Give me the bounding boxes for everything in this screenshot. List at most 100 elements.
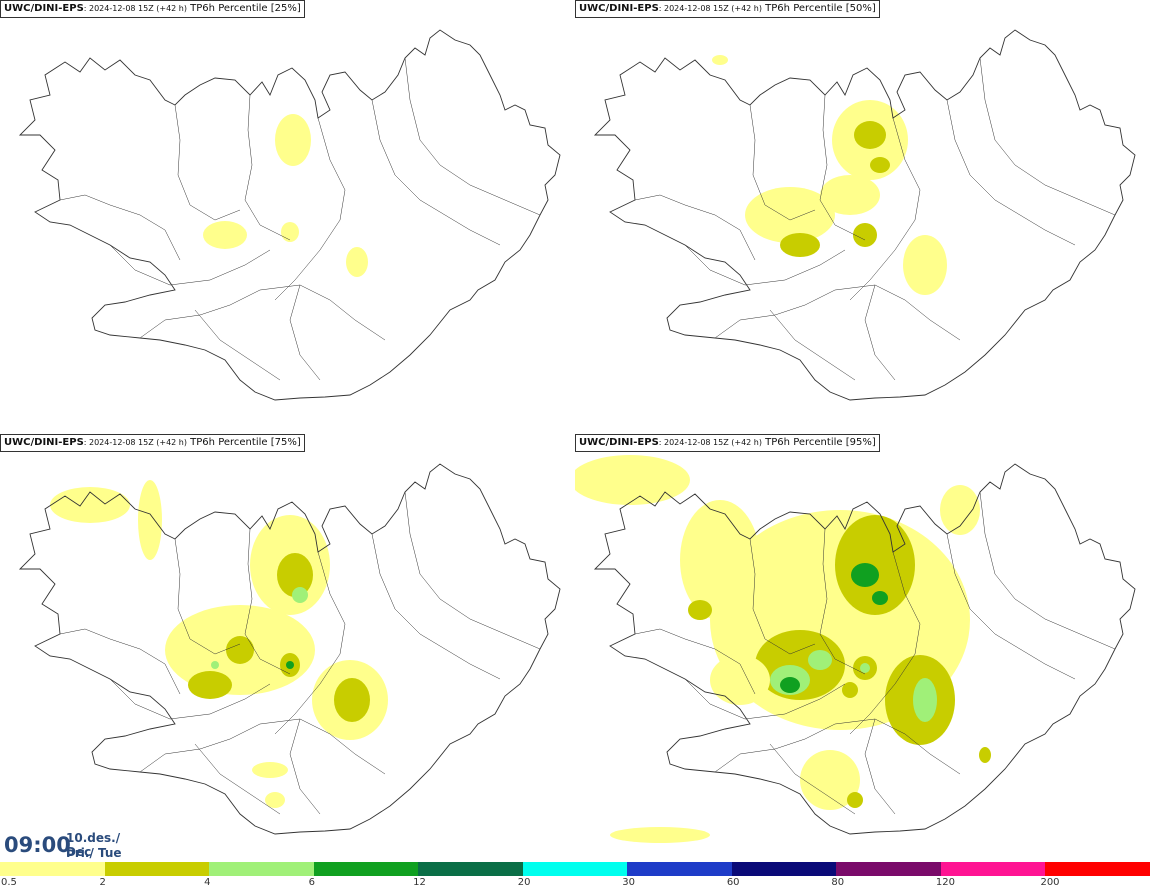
precipitation-field bbox=[50, 480, 388, 808]
boundary-line bbox=[109, 678, 271, 720]
precip-area-medium bbox=[226, 636, 254, 664]
map-canvas bbox=[593, 29, 1136, 401]
precip-area-light bbox=[940, 485, 980, 535]
boundary-line bbox=[819, 94, 866, 241]
run-info: : 2024-12-08 15Z (+42 h) bbox=[658, 4, 762, 13]
map-canvas bbox=[575, 455, 1136, 843]
precip-area-light bbox=[710, 655, 770, 705]
boundary-line bbox=[174, 104, 241, 221]
precip-area-light bbox=[138, 480, 162, 560]
legend-swatch bbox=[313, 862, 419, 876]
map-panel-p95: UWC/DINI-EPS: 2024-12-08 15Z (+42 h) TP6… bbox=[575, 434, 1150, 866]
boundary-line bbox=[244, 528, 291, 675]
precip-area-light bbox=[265, 792, 285, 808]
boundary-line bbox=[769, 309, 856, 381]
boundary-line bbox=[194, 309, 281, 381]
panel-title: UWC/DINI-EPS: 2024-12-08 15Z (+42 h) TP6… bbox=[575, 434, 880, 452]
boundary-line bbox=[714, 718, 961, 775]
panel-title: UWC/DINI-EPS: 2024-12-08 15Z (+42 h) TP6… bbox=[0, 0, 305, 18]
precip-area-light bbox=[203, 221, 247, 249]
boundary-line bbox=[139, 718, 386, 775]
precip-area-light bbox=[712, 55, 728, 65]
legend-tick-label: 60 bbox=[726, 877, 740, 888]
boundary-line bbox=[946, 533, 1076, 680]
legend-swatch bbox=[627, 862, 733, 876]
boundary-line bbox=[59, 628, 181, 695]
precip-area-medium bbox=[854, 121, 886, 149]
model-name: UWC/DINI-EPS bbox=[579, 437, 659, 448]
boundary-line bbox=[109, 244, 271, 286]
precip-area-medium bbox=[853, 223, 877, 247]
product-label: TP6h Percentile [95%] bbox=[765, 437, 876, 448]
valid-date-line2: Þri./ Tue bbox=[66, 846, 122, 860]
iceland-coastline bbox=[18, 29, 561, 401]
boundary-line bbox=[404, 57, 541, 216]
iceland-coastline bbox=[593, 29, 1136, 401]
precip-area-medium bbox=[842, 682, 858, 698]
precip-area-light bbox=[745, 187, 835, 243]
precip-area-medium bbox=[334, 678, 370, 722]
precip-area-light bbox=[680, 500, 760, 620]
precip-area-high bbox=[808, 650, 832, 670]
legend-tick-label: 20 bbox=[517, 877, 531, 888]
run-info: : 2024-12-08 15Z (+42 h) bbox=[658, 438, 762, 447]
boundary-line bbox=[749, 538, 816, 655]
boundary-line bbox=[174, 538, 241, 655]
region-boundaries bbox=[59, 491, 541, 815]
precip-area-high bbox=[860, 663, 870, 673]
legend-swatch bbox=[522, 862, 628, 876]
legend-tick-label: 0.5 bbox=[1, 877, 17, 888]
run-info: : 2024-12-08 15Z (+42 h) bbox=[83, 438, 187, 447]
boundary-line bbox=[139, 284, 386, 341]
precip-area-medium bbox=[277, 553, 313, 597]
legend-swatch bbox=[209, 862, 315, 876]
boundary-line bbox=[289, 284, 321, 381]
iceland-coastline bbox=[593, 463, 1136, 835]
boundary-line bbox=[371, 99, 501, 246]
legend-tick-label: 4 bbox=[204, 877, 211, 888]
precip-area-light bbox=[820, 175, 880, 215]
model-name: UWC/DINI-EPS bbox=[4, 3, 84, 14]
legend-swatch bbox=[731, 862, 837, 876]
precipitation-field bbox=[712, 55, 947, 295]
legend-tick-label: 12 bbox=[413, 877, 426, 888]
precip-area-medium bbox=[979, 747, 991, 763]
valid-time-box: 09:00 10.des./ Dec Þri./ Tue bbox=[0, 826, 140, 862]
model-name: UWC/DINI-EPS bbox=[579, 3, 659, 14]
model-name: UWC/DINI-EPS bbox=[4, 437, 84, 448]
precip-area-medium bbox=[780, 233, 820, 257]
precip-area-medium bbox=[847, 792, 863, 808]
legend-tick-label: 200 bbox=[1040, 877, 1060, 888]
precip-area-top bbox=[286, 661, 294, 669]
boundary-line bbox=[849, 117, 921, 301]
map-panel-p25: UWC/DINI-EPS: 2024-12-08 15Z (+42 h) TP6… bbox=[0, 0, 575, 432]
boundary-line bbox=[714, 284, 961, 341]
legend-tick-label: 30 bbox=[622, 877, 635, 888]
precip-area-top bbox=[872, 591, 888, 605]
map-canvas bbox=[18, 463, 561, 835]
precip-area-medium bbox=[188, 671, 232, 699]
legend-swatch bbox=[940, 862, 1046, 876]
boundary-line bbox=[634, 628, 756, 695]
boundary-line bbox=[946, 99, 1076, 246]
precip-area-light bbox=[800, 750, 860, 810]
boundary-line bbox=[684, 244, 846, 286]
boundary-line bbox=[59, 194, 181, 261]
boundary-line bbox=[194, 743, 281, 815]
product-label: TP6h Percentile [75%] bbox=[190, 437, 301, 448]
boundary-line bbox=[274, 117, 346, 301]
legend-tick-label: 80 bbox=[831, 877, 845, 888]
precip-area-medium bbox=[688, 600, 712, 620]
boundary-line bbox=[769, 743, 856, 815]
map-panel-p50: UWC/DINI-EPS: 2024-12-08 15Z (+42 h) TP6… bbox=[575, 0, 1150, 432]
region-boundaries bbox=[634, 57, 1116, 381]
coastline-path bbox=[18, 29, 561, 401]
legend-swatch bbox=[836, 862, 942, 876]
boundary-line bbox=[819, 528, 866, 675]
precip-area-light bbox=[50, 487, 130, 523]
precip-area-light bbox=[281, 222, 299, 242]
boundary-line bbox=[244, 94, 291, 241]
coastline-path bbox=[593, 463, 1136, 835]
coastline-path bbox=[593, 29, 1136, 401]
precipitation-field bbox=[575, 455, 991, 843]
